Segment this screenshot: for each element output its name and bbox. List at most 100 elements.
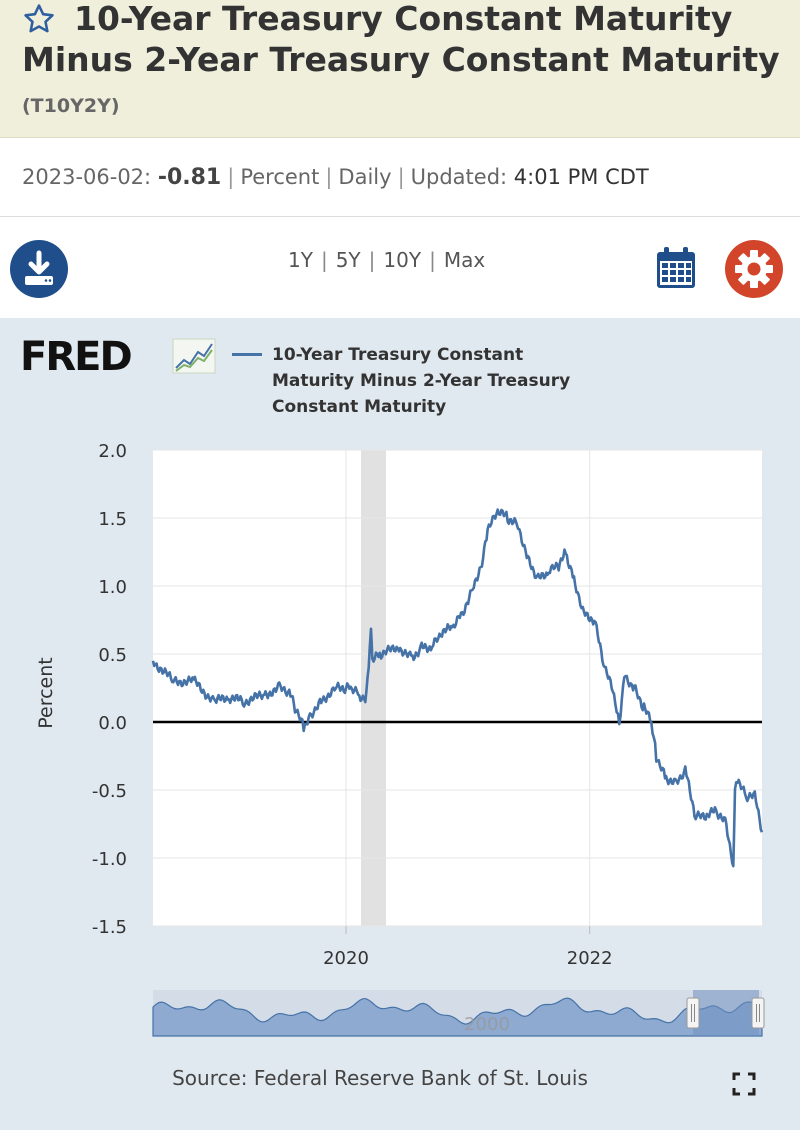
data-point bbox=[755, 796, 756, 797]
y-tick-label: 0.0 bbox=[98, 713, 127, 734]
series-header: 10-Year Treasury Constant Maturity Minus… bbox=[0, 0, 800, 138]
data-point bbox=[279, 687, 280, 688]
range-max[interactable]: Max bbox=[443, 248, 486, 272]
line-chart[interactable]: -1.5 -1.0 -0.5 0.0 0.5 1.0 1.5 2.0 2020 2022 Perce… bbox=[0, 318, 800, 1058]
separator: | bbox=[368, 248, 376, 272]
chart-toolbar: 1Y | 5Y | 10Y | Max bbox=[0, 218, 800, 318]
data-point bbox=[634, 687, 635, 688]
data-point bbox=[507, 517, 508, 518]
navigator-handle-right[interactable] bbox=[751, 997, 765, 1029]
fullscreen-icon[interactable] bbox=[732, 1072, 756, 1096]
data-point bbox=[350, 687, 351, 688]
data-point bbox=[294, 708, 295, 709]
download-button[interactable] bbox=[10, 240, 68, 298]
data-point bbox=[517, 524, 518, 525]
data-point bbox=[319, 701, 320, 702]
data-point bbox=[527, 558, 528, 559]
data-point bbox=[726, 823, 727, 824]
gear-icon bbox=[735, 250, 773, 288]
data-point bbox=[538, 579, 539, 580]
data-point bbox=[398, 647, 399, 648]
legend-swatch bbox=[232, 353, 262, 356]
observation-value: -0.81 bbox=[157, 165, 222, 190]
data-point bbox=[761, 832, 762, 833]
data-point bbox=[441, 633, 442, 634]
data-point bbox=[573, 579, 574, 580]
latest-observation: 2023-06-02: -0.81 | Percent | Daily | Updated:… bbox=[0, 139, 800, 217]
data-point bbox=[345, 687, 346, 688]
data-point bbox=[309, 715, 310, 716]
data-point bbox=[472, 588, 473, 589]
data-point bbox=[675, 783, 676, 784]
y-tick-label: 0.5 bbox=[98, 645, 127, 666]
data-point bbox=[558, 565, 559, 566]
data-point bbox=[365, 698, 366, 699]
data-point bbox=[173, 681, 174, 682]
separator: | bbox=[397, 165, 405, 189]
range-1y[interactable]: 1Y bbox=[288, 248, 313, 272]
data-point bbox=[487, 531, 488, 532]
plot-area bbox=[153, 450, 762, 926]
page-title: 10-Year Treasury Constant Maturity Minus… bbox=[22, 0, 792, 127]
star-icon[interactable] bbox=[22, 2, 56, 36]
x-tick-label: 2022 bbox=[567, 948, 613, 969]
recession-band bbox=[361, 450, 386, 926]
data-point bbox=[228, 697, 229, 698]
data-point bbox=[738, 783, 739, 784]
units-label: Percent bbox=[240, 165, 320, 189]
data-point bbox=[289, 691, 290, 692]
navigator-selection bbox=[693, 990, 759, 1036]
data-point bbox=[624, 674, 625, 675]
series-line-0 bbox=[151, 508, 764, 868]
data-point bbox=[651, 721, 652, 722]
navigator-handle-left[interactable] bbox=[686, 997, 700, 1029]
y-tick-label: 2.0 bbox=[98, 441, 127, 462]
data-point bbox=[715, 810, 716, 811]
observation-date: 2023-06-02: bbox=[22, 165, 152, 189]
data-point bbox=[497, 511, 498, 512]
data-point bbox=[664, 776, 665, 777]
y-tick-label: -0.5 bbox=[92, 781, 127, 802]
data-point bbox=[619, 721, 620, 722]
data-point bbox=[565, 551, 566, 552]
data-point bbox=[643, 708, 644, 709]
data-point bbox=[734, 789, 735, 790]
data-point bbox=[656, 755, 657, 756]
range-selector: 1Y | 5Y | 10Y | Max bbox=[288, 248, 485, 272]
data-point bbox=[695, 817, 696, 818]
chart-panel: FRED 10-Year Treasury Constant Maturity … bbox=[0, 318, 800, 1130]
data-point bbox=[370, 633, 371, 634]
range-10y[interactable]: 10Y bbox=[383, 248, 422, 272]
data-point bbox=[431, 647, 432, 648]
data-point bbox=[685, 769, 686, 770]
y-tick-label: -1.5 bbox=[92, 917, 127, 938]
data-point bbox=[264, 694, 265, 695]
data-point bbox=[705, 817, 706, 818]
y-tick-label: -1.0 bbox=[92, 849, 127, 870]
fred-graph-icon bbox=[172, 338, 216, 374]
data-point bbox=[359, 694, 360, 695]
calendar-icon[interactable] bbox=[655, 246, 697, 290]
navigator-label: 2000 bbox=[464, 1014, 510, 1035]
data-point bbox=[452, 626, 453, 627]
fred-logo: FRED bbox=[20, 334, 220, 380]
settings-button[interactable] bbox=[725, 240, 783, 298]
data-point bbox=[368, 667, 369, 668]
data-point bbox=[548, 572, 549, 573]
series-code: (T10Y2Y) bbox=[22, 95, 120, 117]
data-point bbox=[372, 660, 373, 661]
data-point bbox=[303, 727, 304, 728]
data-point bbox=[421, 647, 422, 648]
y-tick-label: 1.0 bbox=[98, 577, 127, 598]
y-tick-label: 1.5 bbox=[98, 509, 127, 530]
data-point bbox=[604, 667, 605, 668]
data-point bbox=[583, 613, 584, 614]
download-icon bbox=[25, 250, 53, 285]
data-point bbox=[193, 681, 194, 682]
frequency-label: Daily bbox=[338, 165, 392, 189]
data-point bbox=[411, 657, 412, 658]
data-point bbox=[335, 687, 336, 688]
fred-logo-text: FRED bbox=[20, 334, 133, 380]
range-5y[interactable]: 5Y bbox=[335, 248, 361, 272]
data-point bbox=[594, 619, 595, 620]
